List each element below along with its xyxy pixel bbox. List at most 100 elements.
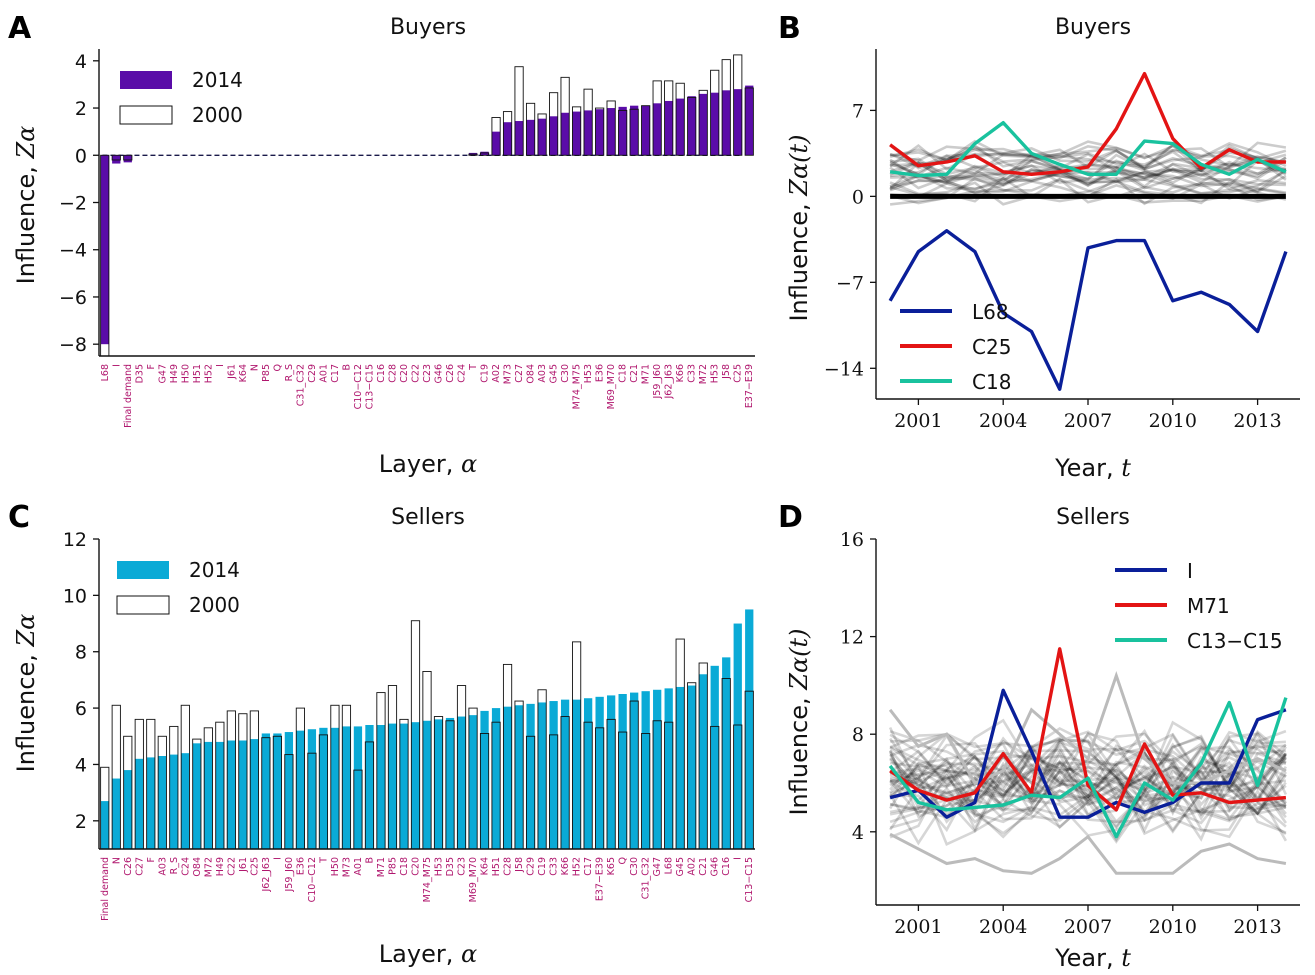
background-series-line [889,736,1287,806]
bar-2000 [721,59,731,156]
x-axis-label-d: Year, t [1054,944,1131,972]
y-tick-label: −4 [59,240,87,262]
background-series-line [890,732,1287,795]
category-label: C16 [376,364,387,383]
category-label: C18 [399,857,410,876]
bar-2014 [699,674,708,849]
category-label: J62_J63 [261,857,272,893]
bar-2014 [422,720,432,849]
bar-2014 [537,118,547,156]
plot-area-c: 2 4 6 8 10 12 Final demand N C26 C27 F A03 R_S C24 O84… [63,529,755,921]
background-series-line [889,730,1287,792]
category-label: R_S [284,364,295,381]
bar-2000 [123,154,133,161]
bar-2014 [676,686,685,849]
category-label: Q [272,364,283,371]
category-label: C25 [249,857,260,876]
background-series-line [889,139,1287,169]
x-tick-label: 2004 [979,916,1027,938]
panel-letter-a: A [8,11,32,46]
bar-2000 [595,107,605,156]
x-tick-label: 2007 [1064,916,1112,938]
category-label: C13−C15 [364,364,375,409]
category-label: C18 [618,364,629,383]
bar-2014 [514,121,524,156]
category-label: C20 [410,857,421,876]
background-series-line [888,726,1287,796]
bar-2000 [514,66,524,156]
plot-area-d: 4 8 12 16 2001 2004 2007 2010 2013 I M71 C13−C15 [840,529,1300,938]
category-label: H50 [180,364,191,383]
category-label: D35 [134,364,145,383]
x-tick-label: 2001 [894,916,942,938]
legend-label-2: C13−C15 [1187,629,1283,653]
x-tick-label: 2007 [1064,410,1112,432]
bar-2014 [123,770,132,849]
category-label: H50 [330,857,341,876]
bar-2014 [284,732,294,849]
panel-letter-c: C [8,500,30,535]
category-label: M72 [203,857,214,877]
x-tick-label: 2013 [1233,410,1281,432]
background-series-line [889,760,1287,830]
category-label: G47 [652,857,663,876]
bar-2014 [687,96,696,156]
bar-2014 [296,730,305,849]
category-label: C23 [457,857,468,876]
background-series-line [889,741,1287,800]
category-label: J59_J60 [652,364,663,400]
background-series-line [889,748,1287,817]
bar-2014 [399,723,409,849]
y-axis-label-d: Influence, Zα(t) [785,628,813,815]
background-series-line [889,169,1287,196]
category-label: J58 [514,857,525,873]
bar-2014 [181,753,190,849]
bar-2000 [710,69,720,156]
category-label: C30 [629,857,640,876]
bar-2014 [238,740,248,849]
category-label: T [318,857,329,864]
bar-2000 [560,76,570,156]
background-series-line [889,157,1287,187]
category-label: C21 [629,364,640,383]
category-label: C22 [226,857,237,876]
y-tick-label: 6 [75,698,87,720]
y-tick-label: 7 [852,100,864,122]
bar-2014 [630,692,639,849]
category-label: C31_C32 [641,857,652,899]
background-series-line [889,161,1286,190]
category-label: K65 [606,857,617,875]
category-label: C27 [514,364,525,383]
bar-2000 [687,96,697,156]
bar-2000 [525,102,536,156]
category-label: B [364,857,375,864]
background-series-line [889,832,1287,875]
background-series-line [889,168,1287,195]
category-label: H52 [572,857,583,876]
y-tick-label: 0 [75,145,87,167]
bar-2014 [100,155,109,345]
bar-2014 [722,90,731,156]
bar-2014 [549,116,558,156]
y-tick-label: 12 [840,627,864,649]
legend-label-2: C18 [972,370,1011,394]
legend-label-0: L68 [972,300,1009,324]
legend-label-2000: 2000 [189,593,240,617]
legend-label-2000: 2000 [192,103,243,127]
category-label: O84 [192,857,203,877]
series-line-c18 [889,120,1287,178]
panel-title-a: Buyers [390,15,466,40]
category-label: C29 [307,364,318,383]
background-series-line [888,744,1287,819]
legend-label-1: M71 [1187,594,1230,618]
y-tick-label: 16 [840,529,864,551]
category-label: C19 [537,857,548,876]
bar-2014 [457,716,466,849]
bar-2014 [411,722,420,849]
category-label: C25 [733,364,744,383]
category-label: P85 [387,857,398,875]
category-label: F [146,364,157,369]
x-tick-label: 2004 [979,410,1027,432]
category-label: M71 [641,364,652,384]
